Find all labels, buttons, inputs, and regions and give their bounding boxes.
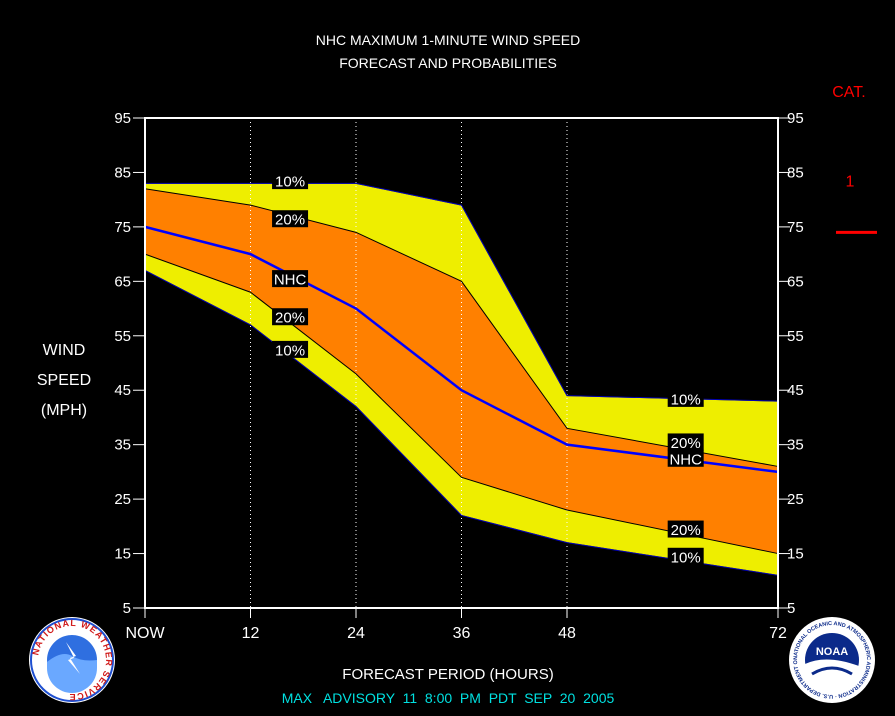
band-label-text: 20%	[671, 435, 701, 452]
band-label: 20%	[667, 433, 704, 452]
band-edges	[144, 182, 779, 576]
chart-title-line1: NHC MAXIMUM 1-MINUTE WIND SPEED	[316, 32, 580, 48]
y-tick-label-left: 75	[114, 219, 131, 236]
x-tick-label: NOW	[125, 625, 165, 642]
noaa-logo: NATIONAL OCEANIC AND ATMOSPHERIC ADMINIS…	[789, 617, 875, 703]
y-tick-label-left: 95	[114, 110, 131, 127]
y-axis-label-line2: SPEED	[37, 372, 91, 389]
y-tick-label-right: 25	[787, 491, 804, 508]
band-label-box	[667, 520, 704, 538]
band-label-text: 10%	[275, 342, 305, 359]
y-tick-label-right: 15	[787, 546, 804, 563]
band-label-text: 20%	[275, 310, 305, 327]
x-tick-label: 72	[769, 625, 787, 642]
band-label: 20%	[272, 308, 309, 327]
y-tick-label-right: 75	[787, 219, 804, 236]
band-label-box	[272, 172, 309, 190]
category-header: CAT.	[832, 84, 865, 101]
band-label-box	[272, 340, 309, 358]
y-tick-label-left: 15	[114, 546, 131, 563]
advisory-footer: MAX ADVISORY 11 8:00 PM PDT SEP 20 2005	[282, 690, 615, 706]
y-tick-label-left: 55	[114, 328, 131, 345]
x-tick-label: 36	[453, 625, 471, 642]
noaa-logo-text: NOAA	[816, 646, 848, 658]
y-tick-label-right: 5	[787, 600, 795, 617]
y-axis-right: 5 15 25 35 45 55 65 75 85 95	[778, 110, 804, 617]
band-edge-lower-20pct	[144, 253, 779, 555]
y-axis-left: 5 15 25 35 45 55 65 75 85 95	[114, 110, 145, 617]
band-label-box	[272, 270, 309, 288]
x-tick-label: 48	[558, 625, 576, 642]
band-label-box	[667, 433, 704, 451]
y-tick-label-left: 5	[123, 600, 131, 617]
x-axis: NOW 12 24 36 48 72	[125, 608, 787, 642]
band-label-box	[667, 547, 704, 565]
y-tick-label-left: 35	[114, 437, 131, 454]
nws-logo: NATIONAL WEATHER SERVICE	[29, 617, 115, 703]
y-axis-label-line1: WIND	[43, 342, 86, 359]
y-tick-label-right: 85	[787, 164, 804, 181]
band-label-text: 10%	[671, 391, 701, 408]
y-tick-label-right: 95	[787, 110, 804, 127]
band-label: 20%	[272, 210, 309, 229]
band-label: 20%	[667, 520, 704, 539]
y-tick-label-right: 55	[787, 328, 804, 345]
band-label-text: 20%	[275, 212, 305, 229]
category-label: 1	[846, 174, 855, 191]
x-axis-label: FORECAST PERIOD (HOURS)	[342, 666, 553, 683]
category-marker: 1	[836, 174, 877, 234]
band-label: 10%	[667, 389, 704, 408]
band-label-text: NHC	[669, 451, 702, 468]
outer-edge-lower	[144, 270, 779, 576]
band-label-box	[667, 449, 704, 467]
vertical-gridlines	[250, 118, 568, 608]
x-tick-label: 12	[242, 625, 260, 642]
band-label-text: 10%	[275, 174, 305, 191]
band-label-text: 20%	[671, 522, 701, 539]
y-tick-label-right: 35	[787, 437, 804, 454]
band-label-text: NHC	[274, 272, 307, 289]
band-label-box	[667, 389, 704, 407]
band-label: NHC	[272, 270, 309, 289]
y-axis-label-line3: (MPH)	[41, 402, 87, 419]
band-label: 10%	[272, 172, 309, 191]
band-label: NHC	[667, 449, 704, 468]
nhc-forecast-line	[144, 225, 779, 474]
outer-edge-upper	[145, 182, 779, 402]
band-label-text: 10%	[671, 549, 701, 566]
y-tick-label-left: 25	[114, 491, 131, 508]
chart-title-line2: FORECAST AND PROBABILITIES	[339, 55, 557, 71]
y-tick-label-right: 65	[787, 273, 804, 290]
band-label-box	[272, 308, 309, 326]
y-tick-label-left: 65	[114, 273, 131, 290]
x-tick-label: 24	[347, 625, 365, 642]
band-label: 10%	[272, 340, 309, 359]
band-label-box	[272, 210, 309, 228]
y-tick-label-right: 45	[787, 382, 804, 399]
y-tick-label-left: 85	[114, 164, 131, 181]
band-edge-upper-20pct	[144, 188, 779, 467]
band-label: 10%	[667, 547, 704, 566]
y-tick-label-left: 45	[114, 382, 131, 399]
